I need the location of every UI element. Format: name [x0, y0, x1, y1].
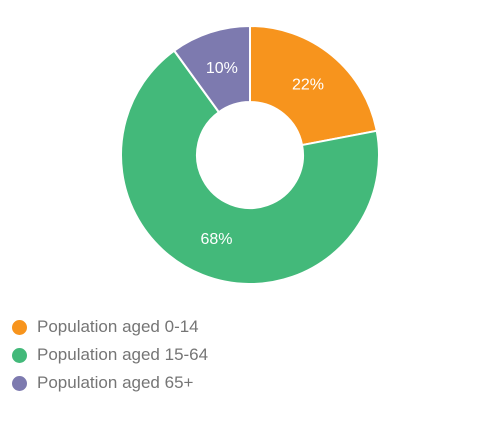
legend-swatch-aged-15-64 — [12, 348, 27, 363]
donut-chart: 22% 68% 10% — [0, 0, 498, 300]
slice-label-population-aged-65-plus: 10% — [206, 60, 238, 77]
legend-label-aged-65-plus: Population aged 65+ — [37, 373, 193, 393]
legend-item-aged-65-plus[interactable]: Population aged 65+ — [12, 369, 208, 397]
legend-item-aged-0-14[interactable]: Population aged 0-14 — [12, 313, 208, 341]
legend-swatch-aged-0-14 — [12, 320, 27, 335]
legend-item-aged-15-64[interactable]: Population aged 15-64 — [12, 341, 208, 369]
legend-label-aged-0-14: Population aged 0-14 — [37, 317, 199, 337]
slice-label-population-aged-15-64: 68% — [200, 231, 232, 248]
legend-swatch-aged-65-plus — [12, 376, 27, 391]
slice-label-population-aged-0-14: 22% — [292, 76, 324, 93]
chart-legend: Population aged 0-14 Population aged 15-… — [12, 313, 208, 397]
legend-label-aged-15-64: Population aged 15-64 — [37, 345, 208, 365]
